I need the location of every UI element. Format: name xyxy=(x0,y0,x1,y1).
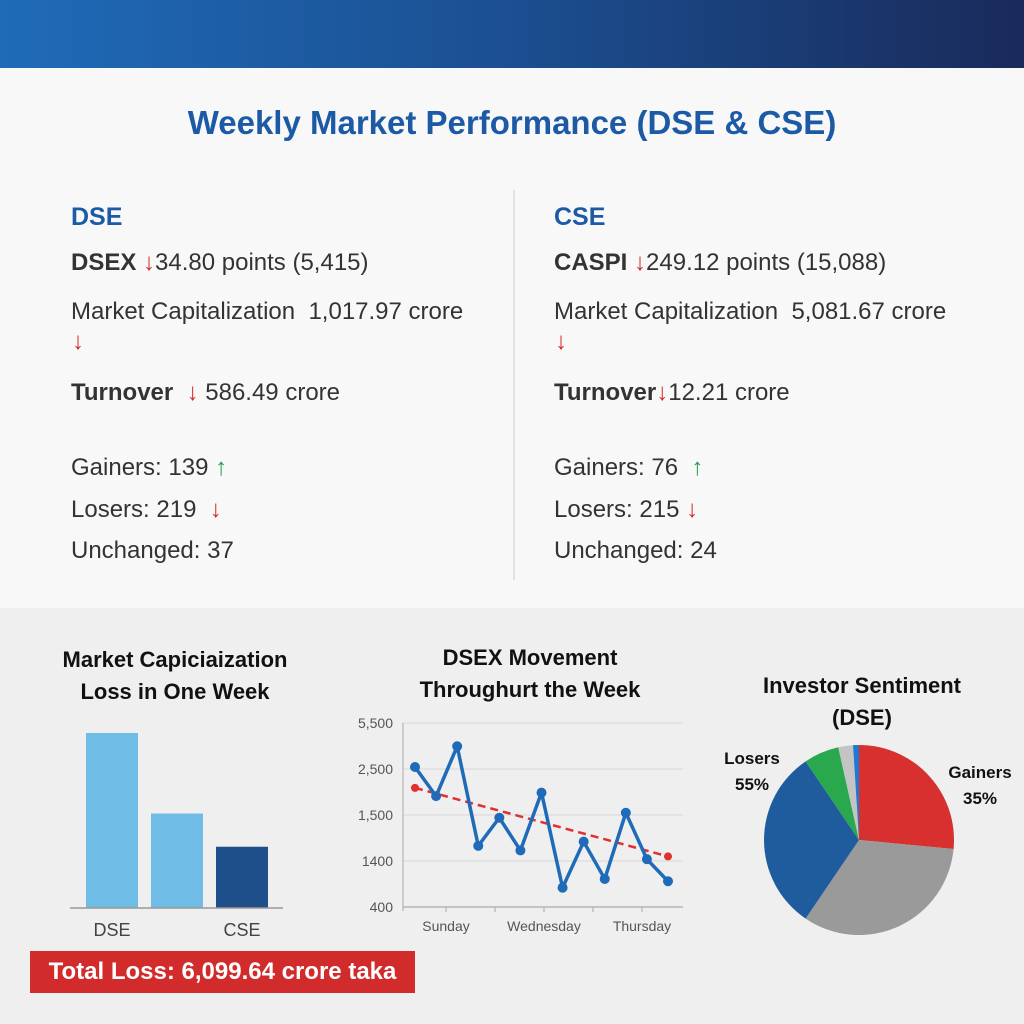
pie-label-gainers: Gainers 35% xyxy=(940,760,1020,812)
pie-label-losers: Losers 55% xyxy=(716,746,788,798)
dse-turnover-label: Turnover xyxy=(71,379,174,406)
trend-line xyxy=(414,786,669,858)
dsex-data-point xyxy=(452,741,463,752)
cse-mcap-label: Market Capitalization xyxy=(554,298,779,325)
cse-index-change: 249.12 points (15,088) xyxy=(646,249,887,276)
y-tick-label: 1400 xyxy=(362,853,393,869)
dsex-data-point xyxy=(620,807,631,818)
dse-mcap-value: 1,017.97 crore xyxy=(308,298,464,325)
dsex-series-line xyxy=(413,744,670,890)
cse-losers: Losers: 215 ↓ xyxy=(554,496,698,524)
pie-chart-title-line1: Investor Sentiment xyxy=(762,673,962,698)
dsex-data-point xyxy=(410,762,420,773)
cse-mcap-value: 5,081.67 crore xyxy=(791,298,947,325)
dsex-data-point xyxy=(578,836,589,847)
x-tick-label: Wednesday xyxy=(507,918,581,934)
y-tick-label: 5,500 xyxy=(358,715,393,731)
line-chart-title-line1: DSEX Movement xyxy=(442,645,618,670)
arrow-down-icon: ↓ xyxy=(209,496,222,523)
page-title: Weekly Market Performance (DSE & CSE) xyxy=(187,104,837,141)
line-chart: 400 1400 1,500 2,500 5,500 Sunday Wednesday Thu… xyxy=(358,715,683,934)
dsex-data-point xyxy=(431,791,442,802)
total-loss-banner: Total Loss: 6,099.64 crore taka xyxy=(30,951,415,993)
dse-unchanged: Unchanged: 37 xyxy=(71,537,234,564)
cse-heading: CSE xyxy=(554,203,606,231)
x-tick-label: Sunday xyxy=(422,918,469,934)
y-tick-label: 2,500 xyxy=(358,761,393,777)
trend-start-point xyxy=(411,783,419,792)
dsex-data-point xyxy=(515,845,526,856)
pie-slice-4 xyxy=(838,745,859,840)
dsex-data-point xyxy=(599,873,610,884)
arrow-up-icon: ↑ xyxy=(691,454,704,481)
arrow-down-icon: ↓ xyxy=(186,379,199,406)
bar-chart-title: Market Capiciaization Loss in One Week xyxy=(20,644,330,708)
y-tick-label: 1,500 xyxy=(358,807,393,823)
x-tick-label: CSE xyxy=(223,920,260,940)
dse-index-name: DSEX xyxy=(71,249,137,276)
bar-dse xyxy=(86,733,138,908)
bar-chart-title-line1: Market Capiciaization xyxy=(62,647,288,672)
y-tick-label: 400 xyxy=(370,899,394,915)
pie-slice-1 xyxy=(805,840,954,935)
bar-chart-title-line2: Loss in One Week xyxy=(80,679,270,704)
dse-turnover-line: Turnover ↓ 586.49 crore xyxy=(71,379,340,407)
pie-label-gainers-pct: 35% xyxy=(962,789,998,808)
cse-mcap-line: Market Capitalization 5,081.67 crore xyxy=(554,298,946,326)
dse-losers: Losers: 219 ↓ xyxy=(71,496,222,524)
cse-turnover-value: 12.21 crore xyxy=(668,379,790,406)
column-divider xyxy=(513,190,515,580)
cse-turnover-line: Turnover↓12.21 crore xyxy=(554,379,790,407)
pie-label-gainers-name: Gainers xyxy=(948,763,1012,782)
dse-heading: DSE xyxy=(71,203,123,231)
pie-slice-5 xyxy=(853,745,859,840)
pie-label-losers-pct: 55% xyxy=(734,775,770,794)
dse-index-line: DSEX ↓34.80 points (5,415) xyxy=(71,249,369,277)
dse-index-change: 34.80 points (5,415) xyxy=(155,249,369,276)
cse-gainers-text: Gainers: 76 xyxy=(554,454,679,481)
bar-unlabeled xyxy=(151,813,203,908)
cse-index-name: CASPI xyxy=(554,249,628,276)
dsex-data-point xyxy=(494,812,505,823)
pie-chart-title: Investor Sentiment (DSE) xyxy=(712,670,1012,734)
cse-gainers: Gainers: 76 ↑ xyxy=(554,454,703,482)
dse-gainers: Gainers: 139 ↑ xyxy=(71,454,227,482)
bar-chart: DSE CSE xyxy=(70,733,283,940)
line-chart-title-line2: Throughurt the Week xyxy=(419,677,641,702)
dsex-data-point xyxy=(536,787,547,798)
dse-mcap-label: Market Capitalization xyxy=(71,298,296,325)
pie-chart-title-line2: (DSE) xyxy=(832,705,892,730)
dsex-data-point xyxy=(663,876,673,887)
dse-losers-text: Losers: 219 xyxy=(71,496,197,523)
dse-mcap-line: Market Capitalization 1,017.97 crore xyxy=(71,298,463,326)
arrow-down-icon: ↓ xyxy=(634,249,647,276)
header-banner xyxy=(0,0,1024,68)
arrow-down-icon: ↓ xyxy=(143,249,156,276)
trend-end-point xyxy=(664,852,672,861)
line-chart-title: DSEX Movement Throughurt the Week xyxy=(370,642,690,706)
pie-chart xyxy=(764,745,954,935)
pie-slice-2 xyxy=(764,761,859,919)
dse-gainers-text: Gainers: 139 xyxy=(71,454,209,481)
pie-slice-3 xyxy=(805,747,859,840)
arrow-down-icon: ↓ xyxy=(686,496,699,523)
arrow-down-icon: ↓ xyxy=(72,328,84,355)
cse-losers-text: Losers: 215 xyxy=(554,496,680,523)
arrow-down-icon: ↓ xyxy=(656,379,669,406)
dsex-data-point xyxy=(557,882,568,893)
dsex-data-point xyxy=(641,854,652,865)
arrow-up-icon: ↑ xyxy=(215,454,228,481)
cse-index-line: CASPI ↓249.12 points (15,088) xyxy=(554,249,886,277)
cse-turnover-label: Turnover xyxy=(554,379,657,406)
arrow-down-icon: ↓ xyxy=(555,328,567,355)
pie-slice-0 xyxy=(859,745,954,849)
x-tick-label: Thursday xyxy=(613,918,671,934)
cse-unchanged: Unchanged: 24 xyxy=(554,537,717,564)
dsex-data-point xyxy=(473,840,484,851)
dse-turnover-value: 586.49 crore xyxy=(205,379,341,406)
bar-cse xyxy=(216,846,268,908)
x-tick-label: DSE xyxy=(93,920,130,940)
pie-label-losers-name: Losers xyxy=(724,749,780,768)
